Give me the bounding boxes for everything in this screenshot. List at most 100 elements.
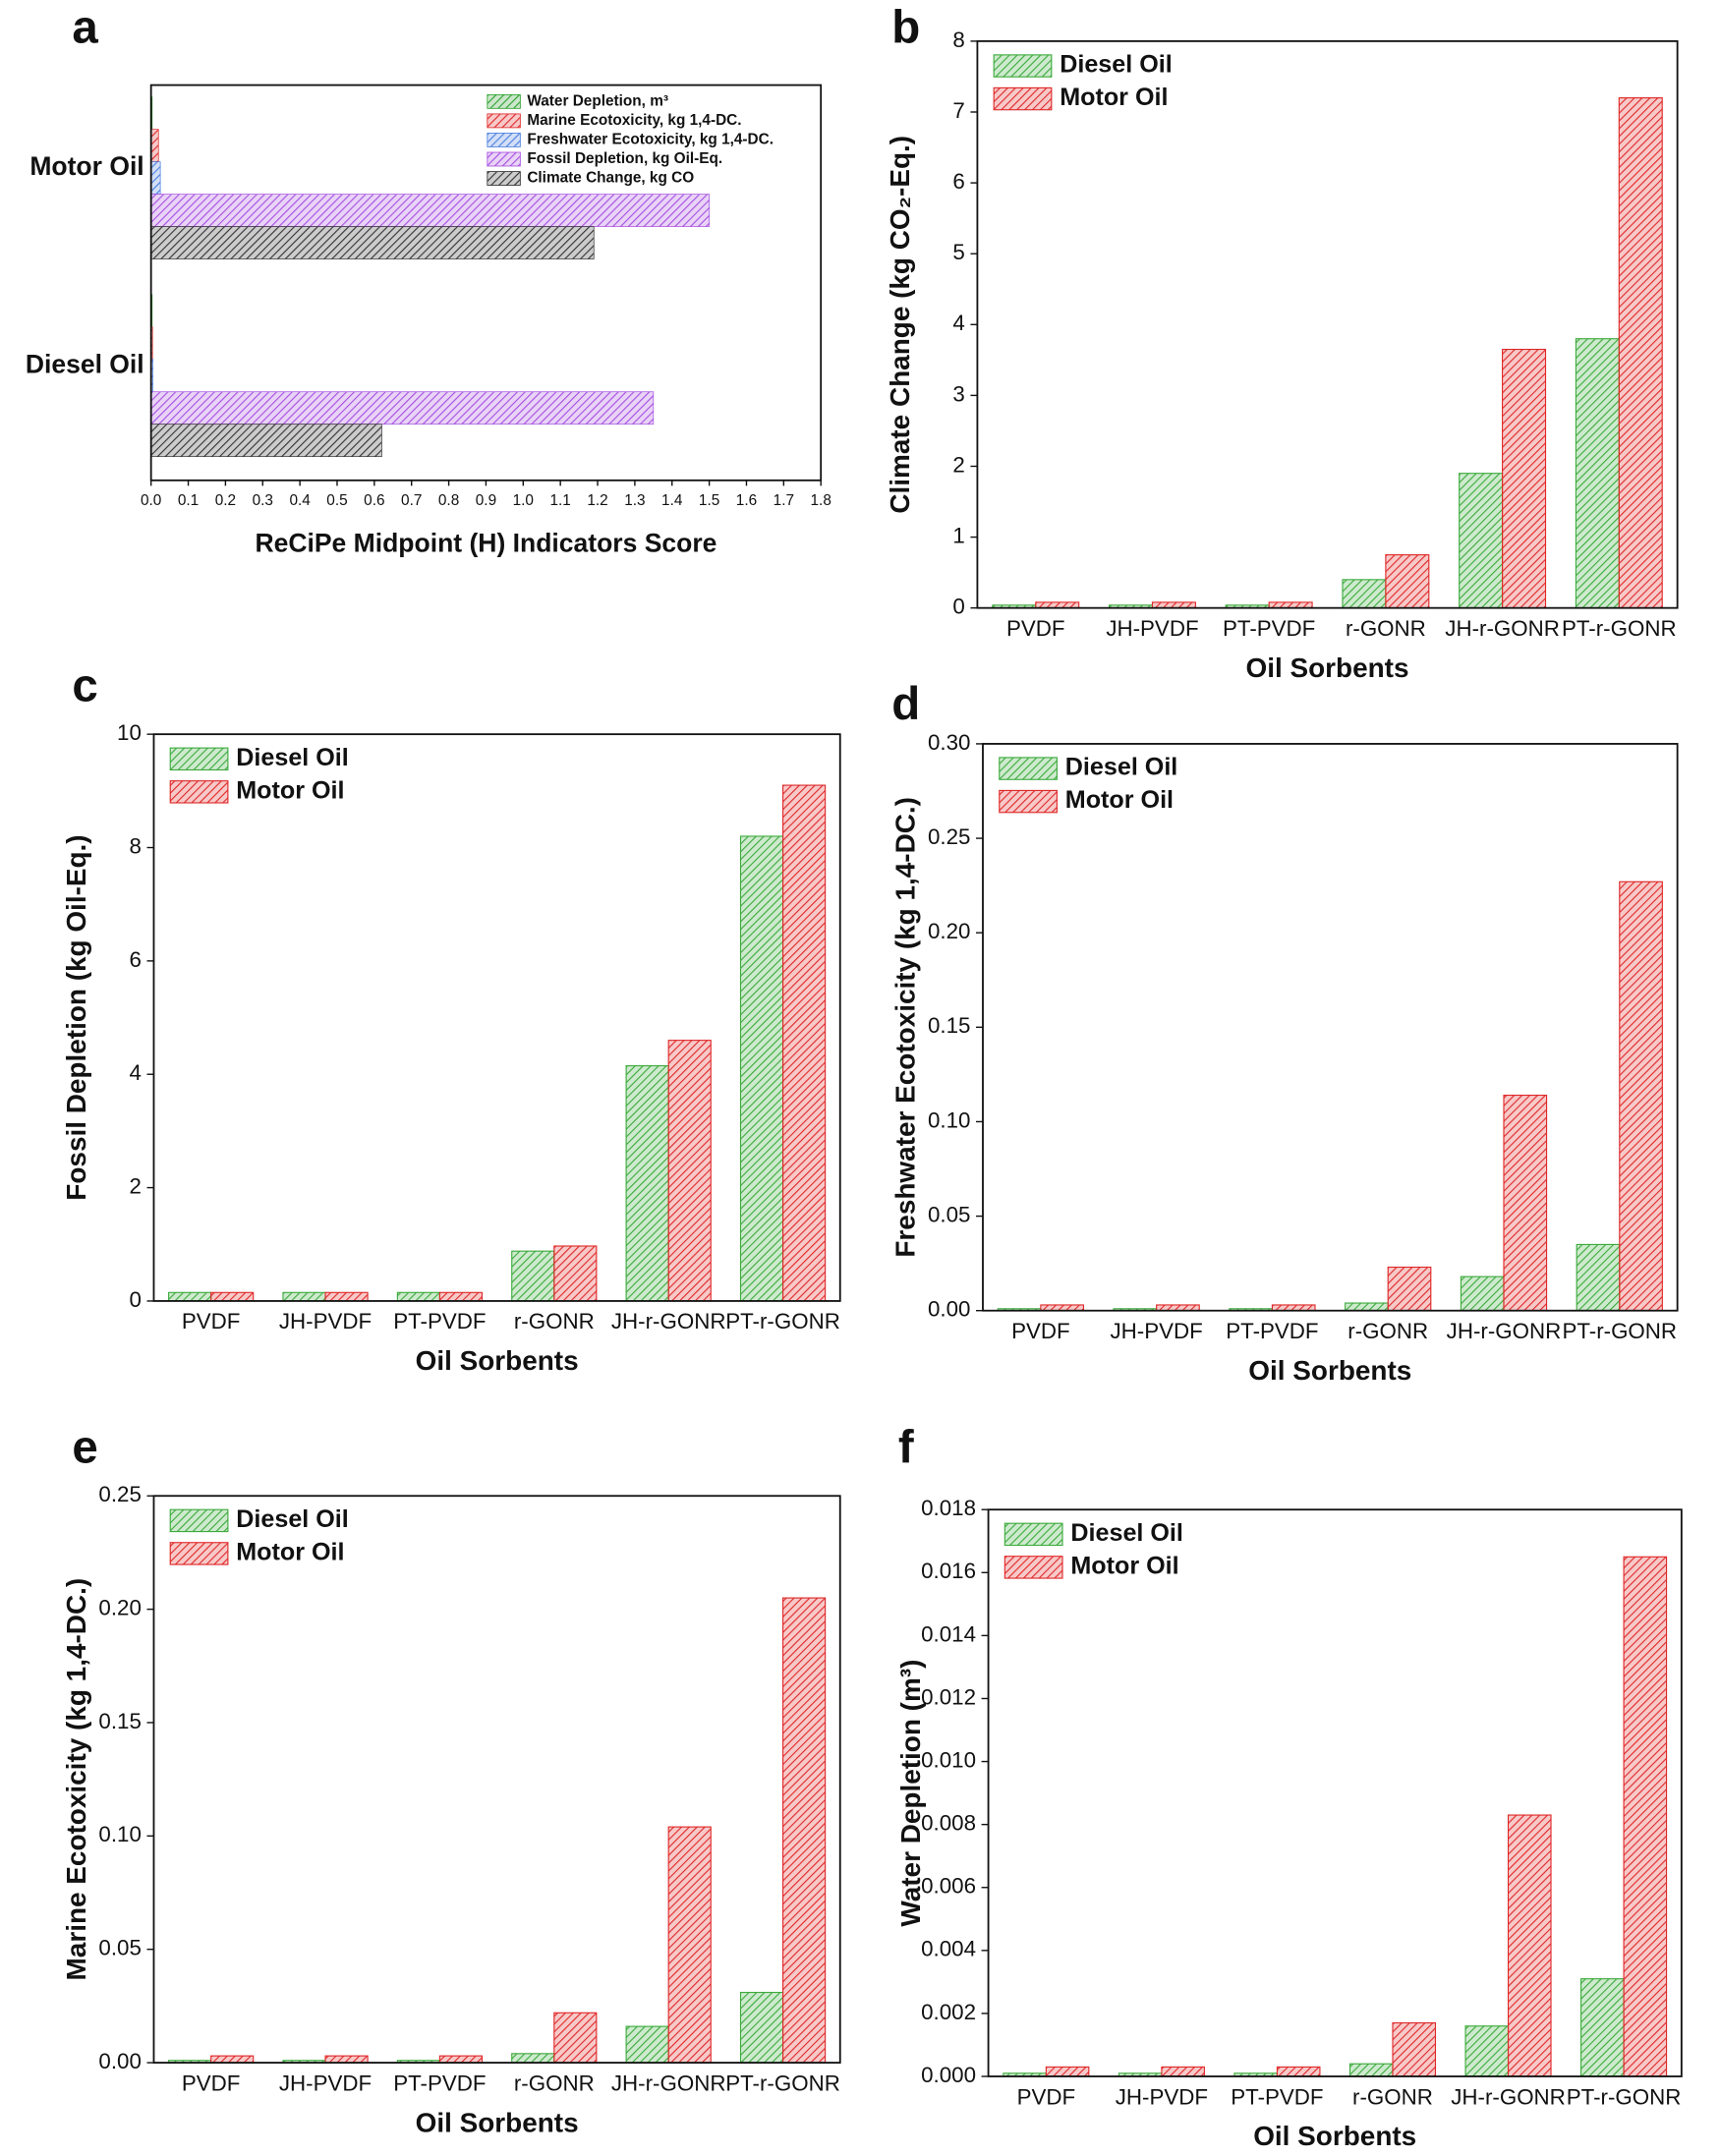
- bar: [438, 1291, 484, 1302]
- legend-label: Motor Oil: [236, 776, 344, 804]
- legend-label: Diesel Oil: [1070, 1519, 1183, 1547]
- y-tick-label: 7: [952, 98, 964, 123]
- y-tick-label: 0.004: [921, 1937, 976, 1961]
- x-tick-label: 1.1: [549, 492, 570, 509]
- bar: [1503, 1094, 1548, 1312]
- y-tick-label: 4: [129, 1060, 141, 1085]
- y-tick-label: 0.15: [928, 1013, 970, 1038]
- y-tick-label: 0.018: [921, 1496, 976, 1520]
- legend-label: Motor Oil: [1060, 84, 1168, 111]
- bar: [1276, 2066, 1321, 2077]
- x-tick-label: 0.5: [326, 492, 347, 509]
- bar: [324, 1291, 369, 1302]
- y-tick-label: 0.006: [921, 1874, 976, 1899]
- x-tick-label: r-GONR: [514, 2071, 595, 2095]
- legend-label: Diesel Oil: [1060, 51, 1173, 79]
- bar: [782, 1597, 827, 2064]
- bar: [1575, 338, 1620, 609]
- legend-label: Freshwater Ecotoxicity, kg 1,4-DC.: [527, 132, 774, 148]
- y-tick-label: 0: [952, 595, 964, 619]
- plot-frame: [976, 39, 1679, 609]
- y-tick-label: 0.016: [921, 1559, 976, 1583]
- x-tick-label: PT-PVDF: [393, 1309, 486, 1333]
- bar: [150, 129, 159, 162]
- plot-frame: [152, 1495, 841, 2064]
- y-tick-label: 0.00: [928, 1297, 970, 1322]
- y-tick-label: 0.010: [921, 1747, 976, 1772]
- x-tick-label: PT-PVDF: [1226, 1319, 1318, 1343]
- bar: [150, 424, 382, 458]
- y-axis-title: Climate Change (kg CO₂-Eq.): [885, 136, 915, 514]
- y-tick-label: 2: [129, 1173, 141, 1198]
- x-tick-label: JH-r-GONR: [1451, 2084, 1566, 2109]
- x-tick-label: PVDF: [1017, 2084, 1076, 2109]
- bar: [438, 2055, 484, 2064]
- x-tick-label: 0.9: [476, 492, 496, 509]
- x-tick-label: JH-PVDF: [279, 1309, 372, 1333]
- legend-label: Motor Oil: [1070, 1553, 1178, 1580]
- x-tick-label: PT-PVDF: [1223, 616, 1315, 641]
- panel-letter: a: [72, 1, 98, 53]
- bar: [625, 2025, 669, 2064]
- x-tick-label: r-GONR: [1346, 616, 1426, 641]
- x-axis-title: Oil Sorbents: [1246, 652, 1409, 683]
- legend-label: Motor Oil: [1065, 786, 1174, 814]
- bar: [511, 2053, 555, 2064]
- x-tick-label: PVDF: [1006, 616, 1065, 641]
- legend-label: Motor Oil: [236, 1539, 344, 1566]
- x-tick-label: r-GONR: [1347, 1319, 1428, 1343]
- y-axis-title: Water Depletion (m³): [895, 1660, 926, 1927]
- x-tick-label: JH-PVDF: [1111, 1319, 1203, 1343]
- x-tick-label: 0.6: [364, 492, 384, 509]
- x-tick-label: 1.5: [699, 492, 719, 509]
- x-tick-label: 0.8: [438, 492, 459, 509]
- x-tick-label: 1.8: [811, 492, 831, 509]
- x-tick-label: 0.7: [401, 492, 422, 509]
- y-tick-label: 10: [117, 720, 142, 745]
- x-tick-label: 0.2: [215, 492, 236, 509]
- y-tick-label: 0.012: [921, 1684, 976, 1709]
- legend-swatch: [993, 86, 1053, 111]
- legend-label: Water Depletion, m³: [527, 92, 668, 109]
- x-tick-label: JH-r-GONR: [611, 1309, 726, 1333]
- bar: [150, 226, 595, 259]
- legend-swatch: [993, 54, 1053, 78]
- y-tick-label: 0.000: [921, 2063, 976, 2087]
- x-tick-label: PT-PVDF: [393, 2071, 486, 2095]
- bar: [1580, 1978, 1625, 2077]
- x-tick-label: 0.4: [289, 492, 311, 509]
- bar: [625, 1065, 669, 1302]
- legend-label: Marine Ecotoxicity, kg 1,4-DC.: [527, 112, 741, 129]
- x-tick-label: 1.7: [774, 492, 794, 509]
- x-tick-label: r-GONR: [1352, 2084, 1433, 2109]
- y-tick-label: 0.15: [98, 1709, 141, 1733]
- x-tick-label: r-GONR: [514, 1309, 595, 1333]
- bar: [1507, 1814, 1552, 2077]
- panel-letter: c: [72, 660, 97, 712]
- y-tick-label: 0.20: [98, 1596, 141, 1620]
- x-tick-label: 1.0: [513, 492, 534, 509]
- x-axis-title: ReCiPe Midpoint (H) Indicators Score: [255, 528, 717, 557]
- bar: [324, 2055, 369, 2064]
- x-tick-label: 1.3: [624, 492, 645, 509]
- legend-swatch: [487, 133, 521, 147]
- legend-swatch: [169, 1542, 229, 1565]
- x-tick-label: 1.2: [587, 492, 607, 509]
- x-tick-label: JH-PVDF: [1116, 2084, 1208, 2109]
- y-tick-label: 8: [129, 833, 141, 858]
- x-tick-label: PT-PVDF: [1231, 2084, 1323, 2109]
- legend-swatch: [487, 113, 521, 129]
- bar: [1385, 554, 1430, 609]
- legend-label: Diesel Oil: [1065, 754, 1178, 781]
- x-tick-label: 1.6: [736, 492, 757, 509]
- bar: [1348, 2063, 1394, 2077]
- bar: [511, 1250, 555, 1302]
- bar: [1392, 2021, 1437, 2077]
- legend-swatch: [999, 757, 1058, 780]
- bar: [150, 391, 655, 426]
- x-tick-label: 0.3: [253, 492, 273, 509]
- y-tick-label: 0.00: [98, 2049, 141, 2073]
- bar: [1161, 2066, 1205, 2077]
- y-tick-label: 3: [952, 381, 964, 406]
- legend-label: Fossil Depletion, kg Oil-Eq.: [527, 150, 722, 167]
